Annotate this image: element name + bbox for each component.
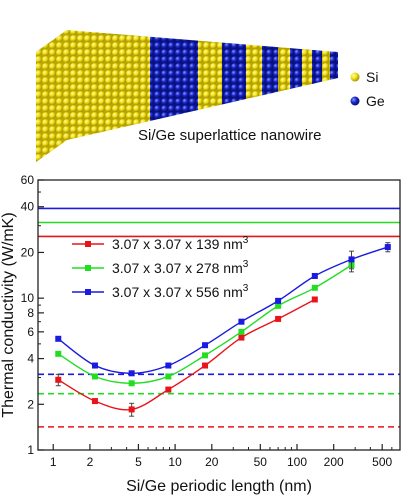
chart-legend: 3.07 x 3.07 x 139 nm3 3.07 x 3.07 x 278 n… <box>72 235 249 300</box>
data-point <box>275 297 282 304</box>
series-group <box>55 242 391 417</box>
x-tick-label: 1 <box>50 455 57 469</box>
data-point <box>275 315 282 322</box>
data-point <box>311 284 318 291</box>
si-legend-label: Si <box>366 69 378 85</box>
data-point <box>202 342 209 349</box>
y-tick-label: 6 <box>27 325 34 339</box>
data-point <box>348 256 355 263</box>
y-tick-label: 2 <box>27 397 34 411</box>
data-point <box>238 328 245 335</box>
y-tick-label: 40 <box>21 200 35 214</box>
x-tick-label: 20 <box>205 455 219 469</box>
y-tick-label: 4 <box>27 352 34 366</box>
x-tick-label: 2 <box>87 455 94 469</box>
ge-layer <box>150 36 198 122</box>
legend-label: 3.07 x 3.07 x 278 nm3 <box>112 259 249 276</box>
data-point <box>55 376 62 383</box>
ge-legend-label: Ge <box>366 93 385 109</box>
data-point <box>238 334 245 341</box>
series-line <box>57 298 316 411</box>
x-tick-label: 10 <box>168 455 182 469</box>
ge-layer <box>262 45 278 96</box>
legend-marker <box>85 241 91 247</box>
data-point <box>128 380 135 387</box>
data-point <box>91 362 98 369</box>
ge-layer <box>290 48 302 89</box>
ge-layer <box>312 49 322 84</box>
si-layer <box>246 44 262 100</box>
y-tick-label: 8 <box>27 306 34 320</box>
ge-layer <box>222 42 246 105</box>
ge-legend-marker <box>350 96 360 106</box>
si-layer <box>67 30 150 140</box>
y-axis-label: Thermal conductivity (W/mK) <box>0 212 17 417</box>
legend-marker <box>85 289 91 295</box>
y-tick-label: 10 <box>21 291 35 305</box>
legend-label: 3.07 x 3.07 x 556 nm3 <box>112 283 249 300</box>
data-point <box>128 406 135 413</box>
data-point <box>165 373 172 380</box>
data-point <box>202 352 209 359</box>
data-point <box>55 335 62 342</box>
series-line <box>57 246 389 374</box>
data-point <box>165 386 172 393</box>
data-point <box>128 370 135 377</box>
x-axis: 1 2 5 10 20 50 100 200 500 <box>50 444 393 469</box>
x-tick-label: 200 <box>324 455 344 469</box>
nanowire-illustration <box>36 30 338 162</box>
si-legend-marker <box>350 72 360 82</box>
wire-front-atoms <box>36 30 67 162</box>
x-tick-label: 500 <box>372 455 392 469</box>
y-tick-label: 20 <box>21 245 35 259</box>
data-point <box>55 350 62 357</box>
x-axis-label: Si/Ge periodic length (nm) <box>126 478 312 495</box>
ge-layer <box>330 51 338 80</box>
legend-marker <box>85 265 91 271</box>
si-layer <box>302 49 312 87</box>
plot-frame <box>37 179 401 451</box>
data-point <box>311 296 318 303</box>
data-point <box>311 272 318 279</box>
atom-legend: Si Ge <box>350 69 385 109</box>
x-tick-label: 50 <box>254 455 268 469</box>
si-layer <box>278 47 290 92</box>
y-axis: 1 2 4 6 810 20 40 60 <box>21 173 44 457</box>
data-point <box>202 362 209 369</box>
legend-label: 3.07 x 3.07 x 139 nm3 <box>112 235 249 252</box>
data-point <box>91 398 98 405</box>
illustration-caption: Si/Ge superlattice nanowire <box>138 127 321 144</box>
y-tick-label: 1 <box>27 443 34 457</box>
si-layer <box>198 40 222 111</box>
x-tick-label: 100 <box>287 455 307 469</box>
data-point <box>238 318 245 325</box>
data-point <box>384 244 391 251</box>
reference-lines <box>38 207 400 428</box>
si-layer <box>322 50 330 82</box>
data-point <box>275 302 282 309</box>
x-tick-label: 5 <box>135 455 142 469</box>
y-tick-label: 60 <box>21 173 35 187</box>
data-point <box>165 362 172 369</box>
data-point <box>91 373 98 380</box>
